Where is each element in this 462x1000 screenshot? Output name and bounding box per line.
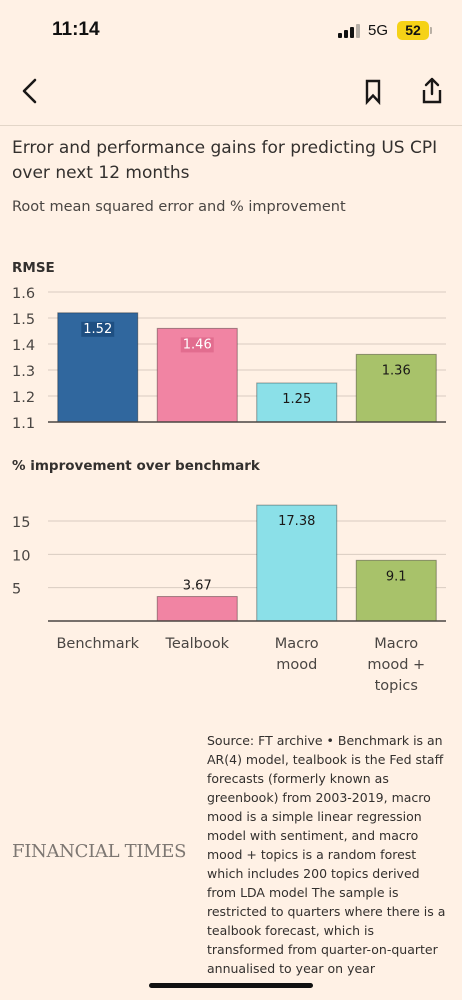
improvement-data-label: 9.1	[386, 569, 407, 584]
improvement-bar	[156, 596, 238, 622]
improvement-tick-label: 10	[12, 548, 30, 564]
source-line: transformed from quarter-on-quarter	[207, 942, 438, 957]
share-icon[interactable]	[417, 76, 447, 106]
improvement-axis-label: % improvement over benchmark	[12, 458, 261, 474]
rmse-tick-label: 1.5	[12, 312, 35, 328]
rmse-bar	[355, 353, 437, 423]
status-time: 11:14	[52, 19, 100, 40]
category-label: mood +	[367, 657, 425, 673]
improvement-bar	[355, 559, 437, 622]
rmse-tick-label: 1.4	[12, 338, 35, 354]
battery-cap	[430, 27, 432, 34]
rmse-tick-label: 1.1	[12, 416, 35, 432]
rmse-tick-label: 1.3	[12, 364, 35, 380]
top-nav	[0, 62, 462, 126]
rmse-bar	[256, 382, 338, 423]
chart-subtitle: Root mean squared error and % improvemen…	[12, 199, 346, 215]
battery-icon: 52	[397, 21, 429, 40]
source-line: greenbook) from 2003-2019, macro	[207, 790, 431, 805]
rmse-axis-label: RMSE	[12, 260, 55, 276]
source-line: model with sentiment, and macro	[207, 828, 419, 843]
bookmark-icon[interactable]	[358, 76, 388, 106]
status-bar: 11:14 5G 52	[0, 0, 462, 62]
improvement-data-label: 17.38	[278, 514, 315, 529]
rmse-data-label-bg	[81, 321, 115, 337]
rmse-data-label: 1.25	[282, 392, 311, 407]
rmse-tick-label: 1.2	[12, 390, 35, 406]
chart-title: Error and performance gains for predicti…	[12, 138, 438, 183]
home-indicator[interactable]	[149, 983, 313, 988]
source-line: AR(4) model, tealbook is the Fed staff	[207, 752, 444, 767]
chevron-left-icon[interactable]	[16, 76, 46, 106]
category-label: mood	[276, 657, 317, 673]
rmse-data-label-bg	[180, 337, 214, 353]
category-label: Benchmark	[56, 636, 139, 652]
source-line: annualised to year on year	[207, 961, 375, 976]
category-label: Tealbook	[164, 636, 229, 652]
source-line: forecasts (formerly known as	[207, 771, 389, 786]
category-label: topics	[375, 678, 418, 694]
source-line: mood + topics is a random forest	[207, 847, 417, 862]
improvement-tick-label: 15	[12, 515, 30, 531]
rmse-data-label: 1.52	[83, 322, 112, 337]
improvement-data-label: 3.67	[183, 579, 212, 594]
source-line: from LDA model The sample is	[207, 885, 399, 900]
improvement-tick-label: 5	[12, 582, 21, 598]
source-line: restricted to quarters where there is a	[207, 904, 446, 919]
source-line: Source: FT archive • Benchmark is an	[207, 733, 443, 748]
source-note: Source: FT archive • Benchmark is an AR(…	[207, 731, 455, 978]
bar-charts: RMSE 1.1 1.2 1.3 1.4 1.5 1.6 1.52 1.46 1.25 1.36 % …	[12, 260, 446, 694]
source-line: tealbook forecast, which is	[207, 923, 375, 938]
signal-icon	[338, 24, 360, 38]
rmse-data-label: 1.46	[183, 337, 212, 352]
rmse-data-label: 1.36	[382, 363, 411, 378]
rmse-tick-label: 1.6	[12, 286, 35, 302]
category-label: Macro	[374, 636, 418, 652]
network-label: 5G	[368, 22, 389, 39]
ft-logo: FINANCIAL TIMES	[12, 841, 187, 862]
source-line: which includes 200 topics derived	[207, 866, 420, 881]
improvement-bar	[256, 504, 338, 622]
category-label: Macro	[275, 636, 319, 652]
source-line: mood is a simple linear regression	[207, 809, 422, 824]
